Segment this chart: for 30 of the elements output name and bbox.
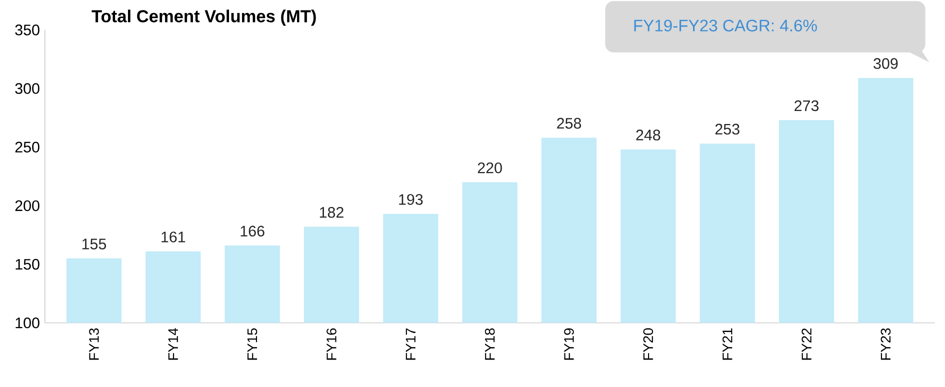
y-tick-label: 200 bbox=[15, 200, 40, 212]
x-tick-label: FY20 bbox=[643, 328, 654, 360]
data-label: 273 bbox=[794, 100, 819, 112]
annotation: FY19-FY23 CAGR: 4.6% bbox=[634, 20, 817, 32]
x-tick-label: FY14 bbox=[168, 328, 178, 360]
data-label: 220 bbox=[478, 162, 502, 174]
x-tick-label: FY23 bbox=[880, 328, 891, 360]
y-tick-label: 150 bbox=[16, 258, 40, 270]
data-label: 193 bbox=[399, 194, 423, 205]
data-label: 253 bbox=[715, 124, 740, 135]
y-tick-label: 350 bbox=[15, 24, 40, 36]
data-label: 248 bbox=[636, 130, 660, 140]
chart-title: Total Cement Volumes (MT) bbox=[92, 10, 316, 26]
x-tick-label: FY21 bbox=[722, 328, 732, 360]
y-tick-label: 250 bbox=[15, 142, 40, 152]
x-tick-label: FY13 bbox=[89, 328, 99, 360]
x-tick-label: FY16 bbox=[326, 328, 336, 360]
data-label: 258 bbox=[557, 118, 582, 129]
data-label: 309 bbox=[874, 58, 898, 69]
x-tick-label: FY17 bbox=[406, 328, 416, 360]
y-tick-label: 300 bbox=[15, 83, 40, 94]
x-tick-label: FY19 bbox=[564, 328, 574, 360]
x-tick-label: FY18 bbox=[484, 328, 495, 360]
data-label: 161 bbox=[162, 232, 186, 242]
data-label: 166 bbox=[240, 226, 264, 236]
x-tick-label: FY22 bbox=[802, 328, 812, 360]
data-label: 182 bbox=[320, 206, 344, 218]
data-label: 155 bbox=[82, 238, 106, 250]
x-tick-label: FY15 bbox=[247, 328, 258, 360]
y-tick-label: 100 bbox=[16, 317, 40, 328]
